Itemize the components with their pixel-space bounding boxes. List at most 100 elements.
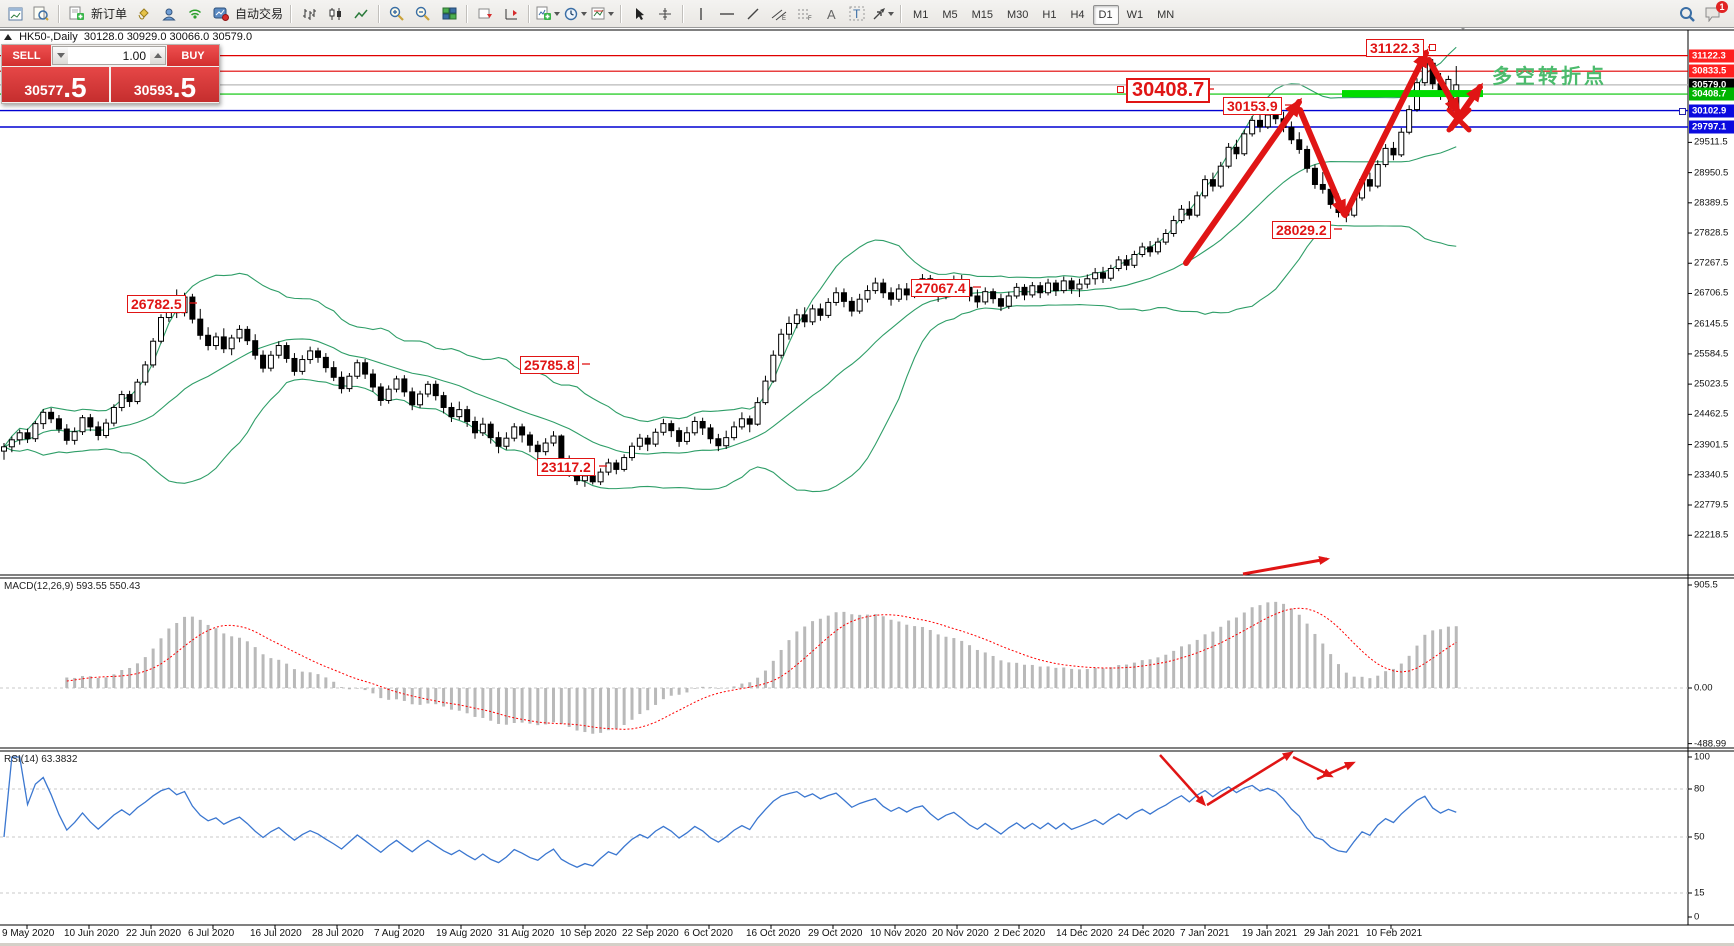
- tf-button-M5[interactable]: M5: [942, 8, 958, 21]
- green-turning-zone-bar[interactable]: [1342, 90, 1483, 98]
- toolbar-separator: [620, 4, 623, 23]
- chat-icon[interactable]: 1: [1701, 0, 1728, 26]
- label-selection-handle[interactable]: [1429, 44, 1436, 51]
- candlestick-chart-button[interactable]: [323, 2, 347, 26]
- new-order-button[interactable]: [65, 2, 89, 26]
- swing-label-28029.2[interactable]: 28029.2: [1272, 221, 1331, 239]
- tf-button-M30[interactable]: M30: [1007, 8, 1029, 21]
- volume-decrease-button[interactable]: [53, 47, 68, 64]
- date-axis-label: 20 Nov 2020: [932, 928, 989, 939]
- zoom-out-button[interactable]: [411, 2, 435, 26]
- price-tick-label: 29511.5: [1694, 136, 1728, 148]
- rsi-tick-label: 100: [1694, 751, 1710, 763]
- price-tick-label: 24462.5: [1694, 408, 1729, 420]
- equidistant-channel-button[interactable]: E: [767, 2, 791, 26]
- macd-tick-label: 905.5: [1694, 579, 1718, 591]
- indicators-button[interactable]: [535, 2, 561, 26]
- auto-arrange-button[interactable]: [473, 2, 497, 26]
- svg-text:E: E: [782, 16, 786, 21]
- date-axis-label: 9 May 2020: [2, 928, 55, 939]
- zoom-in-button[interactable]: [385, 2, 409, 26]
- date-axis-label: 19 Aug 2020: [436, 928, 493, 939]
- toolbar-separator: [682, 4, 685, 23]
- tf-button-MN[interactable]: MN: [1157, 8, 1175, 21]
- price-tick-label: 23340.5: [1694, 469, 1729, 481]
- new-order-label[interactable]: 新订单: [91, 7, 128, 21]
- timeframe-bar: M1 M5 M15 M30 H1 H4 D1 W1 MN: [906, 4, 1181, 25]
- profile-icon[interactable]: [157, 2, 181, 26]
- buy-price-button[interactable]: 30593 .5: [111, 67, 219, 102]
- price-tick-label: 22218.5: [1694, 529, 1729, 541]
- swing-label-25785.8[interactable]: 25785.8: [520, 356, 579, 374]
- date-axis-label: 24 Dec 2020: [1118, 928, 1175, 939]
- label-selection-handle[interactable]: [1117, 86, 1124, 93]
- notification-badge: 1: [1716, 0, 1728, 13]
- price-tag-30408.7: 30408.7: [1689, 87, 1734, 101]
- new-chart-button[interactable]: [3, 2, 27, 26]
- sell-price-button[interactable]: 30577 .5: [2, 67, 109, 102]
- price-tick-label: 27828.5: [1694, 227, 1729, 239]
- autotrading-label[interactable]: 自动交易: [235, 7, 284, 21]
- price-tick-label: 27267.5: [1694, 257, 1729, 269]
- tf-button-M15[interactable]: M15: [971, 8, 993, 21]
- collapse-triangle-icon[interactable]: [4, 34, 12, 40]
- swing-label-27067.4[interactable]: 27067.4: [911, 279, 970, 297]
- periods-clock-button[interactable]: [563, 2, 588, 26]
- text-label-button[interactable]: T: [845, 2, 869, 26]
- buy-button[interactable]: BUY: [167, 45, 219, 66]
- autotrading-icon[interactable]: [209, 2, 233, 26]
- horizontal-line-button[interactable]: [715, 2, 739, 26]
- date-axis-label: 10 Jun 2020: [64, 928, 120, 939]
- trend-arrows[interactable]: [1159, 48, 1484, 807]
- date-axis-label: 14 Dec 2020: [1056, 928, 1113, 939]
- trendline-button[interactable]: [741, 2, 765, 26]
- macd-tick-label: 0.00: [1694, 682, 1713, 694]
- volume-increase-button[interactable]: [150, 47, 165, 64]
- styles-bucket-icon[interactable]: [131, 2, 155, 26]
- date-axis-label: 2 Dec 2020: [994, 928, 1046, 939]
- toolbar-separator: [900, 4, 903, 23]
- line-selection-handle[interactable]: [1679, 107, 1686, 115]
- swing-label-26782.5[interactable]: 26782.5: [127, 295, 186, 313]
- templates-button[interactable]: [590, 2, 615, 26]
- rsi-tick-label: 15: [1694, 887, 1705, 899]
- pane-borders[interactable]: [0, 29, 1734, 926]
- vertical-line-button[interactable]: [689, 2, 713, 26]
- tf-button-D1[interactable]: D1: [1092, 4, 1119, 25]
- bar-chart-button[interactable]: [297, 2, 321, 26]
- rsi-tick-label: 50: [1694, 831, 1705, 843]
- sell-button[interactable]: SELL: [2, 45, 51, 66]
- tf-button-H4[interactable]: H4: [1070, 8, 1085, 21]
- swing-label-31122.3[interactable]: 31122.3: [1366, 39, 1424, 57]
- cursor-button[interactable]: [627, 2, 651, 26]
- macd-indicator: [65, 601, 1458, 734]
- swing-label-30153.9[interactable]: 30153.9: [1223, 97, 1282, 115]
- price-tick-label: 28950.5: [1694, 167, 1729, 179]
- rsi-label: RSI(14) 63.3832: [4, 754, 78, 765]
- date-axis-label: 10 Sep 2020: [560, 928, 617, 939]
- tf-button-W1[interactable]: W1: [1126, 8, 1144, 21]
- search-icon[interactable]: [1675, 2, 1699, 26]
- dropdown-caret-icon: [581, 11, 588, 16]
- date-axis-label: 7 Aug 2020: [374, 928, 425, 939]
- bull-bear-turning-point-note[interactable]: 多空转折点: [1492, 66, 1607, 88]
- fibonacci-button[interactable]: F: [793, 2, 817, 26]
- arrows-button[interactable]: [871, 2, 895, 26]
- tile-windows-button[interactable]: [437, 2, 461, 26]
- volume-input[interactable]: 1.00: [68, 47, 150, 64]
- buy-price-base: 30593: [133, 82, 173, 98]
- signals-icon[interactable]: [183, 2, 207, 26]
- swing-label-30408.7[interactable]: 30408.7: [1126, 78, 1211, 103]
- arrange-windows-button[interactable]: [499, 2, 523, 26]
- tf-button-M1[interactable]: M1: [913, 8, 929, 21]
- print-preview-button[interactable]: [29, 2, 53, 26]
- tf-button-H1[interactable]: H1: [1042, 8, 1057, 21]
- line-chart-button[interactable]: [349, 2, 373, 26]
- svg-text:A: A: [827, 7, 836, 21]
- rsi-tick-label: 0: [1694, 911, 1700, 923]
- triangle-down-icon: [56, 53, 65, 58]
- text-button[interactable]: A: [819, 2, 843, 26]
- swing-label-23117.2[interactable]: 23117.2: [537, 458, 595, 476]
- crosshair-button[interactable]: [653, 2, 677, 26]
